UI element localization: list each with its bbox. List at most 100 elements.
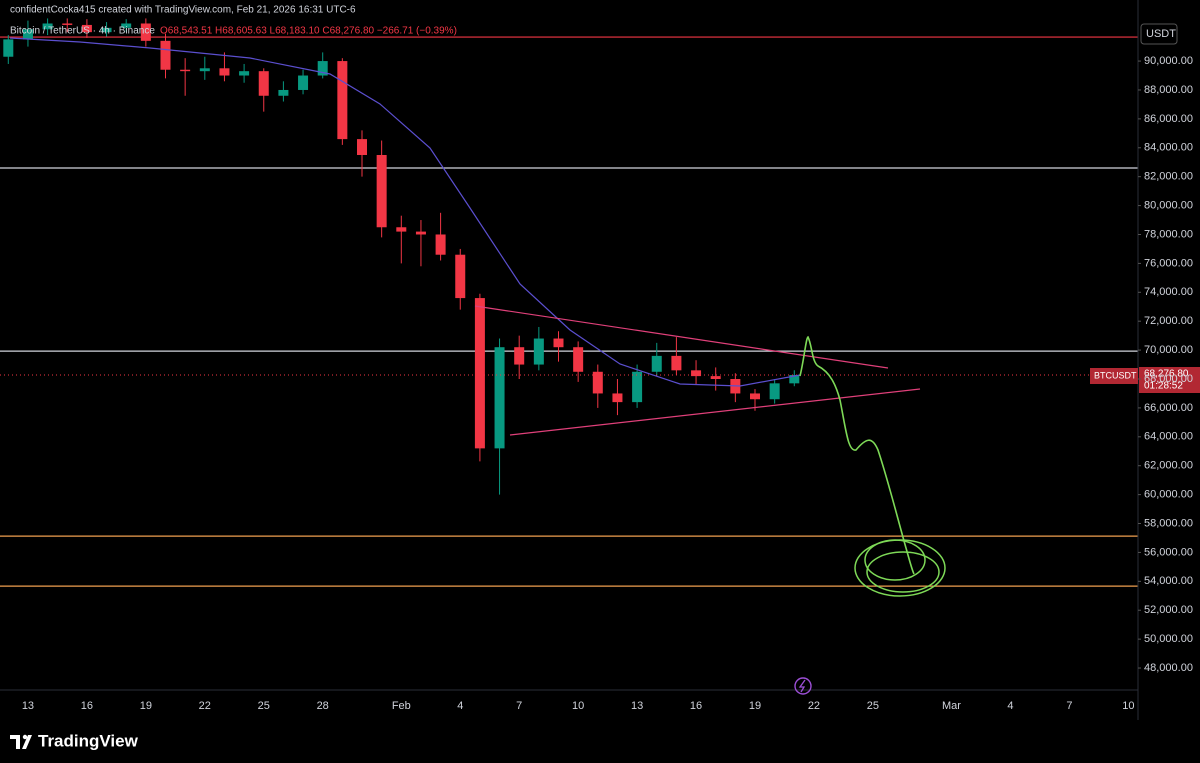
x-tick-label: 16 — [690, 700, 702, 712]
candle-body — [573, 347, 584, 372]
brand-name: TradingView — [38, 731, 139, 750]
candle-body — [42, 23, 53, 30]
x-tick-label: 25 — [867, 700, 879, 712]
x-tick-label: 19 — [140, 700, 152, 712]
author-line: confidentCocka415 created with TradingVi… — [10, 5, 356, 16]
y-tick-label: 72,000.00 — [1144, 315, 1193, 327]
candle-body — [376, 155, 387, 228]
y-tick-label: 56,000.00 — [1144, 546, 1193, 558]
candle-body — [553, 338, 564, 348]
x-tick-label: 16 — [81, 700, 93, 712]
candle-body — [298, 75, 309, 90]
candle-body — [691, 370, 702, 377]
y-tick-label: 86,000.00 — [1144, 113, 1193, 125]
y-tick-label: 68,000.00 — [1144, 373, 1193, 385]
candle-body — [62, 23, 73, 25]
y-tick-label: 78,000.00 — [1144, 228, 1193, 240]
y-tick-label: 76,000.00 — [1144, 257, 1193, 269]
symbol-tag — [1090, 368, 1138, 384]
candle-body — [258, 71, 269, 96]
y-tick-label: 64,000.00 — [1144, 431, 1193, 443]
y-tick-label: 60,000.00 — [1144, 489, 1193, 501]
candle-body — [769, 383, 780, 400]
candle-body — [180, 69, 191, 72]
x-tick-label: Mar — [942, 700, 961, 712]
y-tick-label: 70,000.00 — [1144, 344, 1193, 356]
candle-body — [278, 89, 289, 96]
candle-body — [750, 393, 760, 400]
candle-body — [455, 254, 466, 299]
projection-path — [799, 335, 915, 575]
candle-body — [22, 29, 33, 40]
candle-body — [160, 40, 171, 70]
candle-body — [514, 347, 525, 365]
y-tick-label: 48,000.00 — [1144, 662, 1193, 674]
candle-body — [357, 139, 367, 156]
axis-unit: USDT — [1146, 28, 1176, 40]
alert-icon-bolt — [798, 679, 806, 693]
candle-body — [494, 347, 505, 449]
y-tick-label: 52,000.00 — [1144, 604, 1193, 616]
plot-area — [0, 18, 1138, 587]
brand-logo-dot — [22, 734, 28, 740]
y-tick-label: 80,000.00 — [1144, 199, 1193, 211]
target-circle — [864, 539, 926, 581]
y-tick-label: 90,000.00 — [1144, 55, 1193, 67]
unit-box — [1140, 23, 1178, 45]
x-tick-label: 19 — [749, 700, 761, 712]
candle-body — [789, 375, 800, 384]
x-tick-label: 7 — [516, 700, 522, 712]
x-tick-label: 22 — [808, 700, 820, 712]
x-tick-label: 28 — [317, 700, 329, 712]
x-tick-label: 4 — [1007, 700, 1013, 712]
candle-body — [317, 61, 328, 76]
y-tick-label: 62,000.00 — [1144, 460, 1193, 472]
candle-body — [415, 231, 426, 235]
y-tick-label: 58,000.00 — [1144, 517, 1193, 529]
candle-body — [121, 23, 132, 28]
x-tick-label: 4 — [457, 700, 463, 712]
x-tick-label: 13 — [631, 700, 643, 712]
candle-body — [612, 393, 623, 403]
candle-body — [533, 338, 544, 365]
y-tick-label: 54,000.00 — [1144, 575, 1193, 587]
y-tick-label: 66,000.00 — [1144, 402, 1193, 414]
candle-body — [632, 371, 643, 403]
candle-body — [239, 71, 250, 76]
triangle-upper — [474, 305, 889, 369]
price-tag-text: 68,276.80 — [1144, 369, 1189, 380]
y-tick-label: 88,000.00 — [1144, 84, 1193, 96]
target-circle — [866, 551, 940, 593]
alert-icon[interactable] — [794, 677, 812, 695]
candle-body — [592, 371, 603, 394]
candle-body — [140, 23, 151, 41]
triangle-lower — [509, 388, 921, 436]
footer — [0, 720, 1200, 763]
price-tag — [1139, 367, 1200, 393]
x-tick-label: 7 — [1066, 700, 1072, 712]
candle-body — [199, 68, 210, 72]
candle-body — [671, 355, 682, 371]
x-tick-label: 25 — [258, 700, 270, 712]
ohlc-line: O68,543.51 H68,605.63 L68,183.10 C68,276… — [160, 26, 457, 37]
candle-body — [3, 39, 14, 57]
symbol-line: Bitcoin / TetherUS · 4h · Binance — [10, 26, 155, 37]
candle-body — [474, 298, 485, 449]
candle-body — [219, 68, 230, 76]
x-tick-label: 10 — [1122, 700, 1134, 712]
symbol-tag-text: BTCUSDT — [1094, 370, 1137, 380]
x-tick-label: 10 — [572, 700, 584, 712]
countdown-text: 01:28:52 — [1144, 381, 1183, 392]
candle-body — [396, 227, 407, 232]
candle-body — [435, 234, 446, 255]
moving-average — [9, 37, 801, 387]
y-tick-label: 50,000.00 — [1144, 633, 1193, 645]
y-tick-label: 84,000.00 — [1144, 142, 1193, 154]
y-tick-label: 74,000.00 — [1144, 286, 1193, 298]
x-tick-label: Feb — [392, 700, 411, 712]
x-tick-label: 13 — [22, 700, 34, 712]
candle-body — [710, 376, 721, 380]
candle-body — [651, 355, 662, 372]
x-tick-label: 22 — [199, 700, 211, 712]
